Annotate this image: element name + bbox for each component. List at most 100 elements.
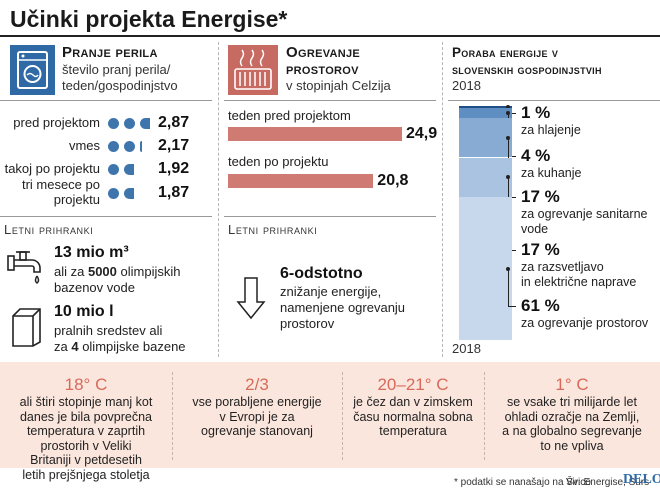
laundry-row-label: takoj po projektu [4,161,100,176]
title-rule [0,35,660,37]
delo-logo: DELO [623,472,660,487]
column-divider-2 [442,42,443,357]
laundry-heading: Pranje perila [62,44,158,61]
heating-savings-divider [224,216,436,217]
energy-category-label: vode [521,222,549,236]
heating-heading-1: Ogrevanje [286,44,361,61]
washing-machine-icon [10,45,55,95]
energy-category-label: za kuhanje [521,166,582,180]
energy-segment [459,117,512,158]
fact-text: vse porabljene energije [192,395,322,409]
fact-text: Britaniji v petdesetih [30,453,142,467]
energy-value-label: 1 % [521,103,551,122]
laundry-dot [124,118,135,129]
energy-value-label: 4 % [521,146,551,165]
footer-note: * podatki se nanašajo na Švico [454,477,591,488]
page-title: Učinki projekta Energise* [10,6,288,32]
facts-divider-1 [172,372,173,460]
heating-bar [228,127,402,141]
heating-bar [228,174,374,188]
detergent-text-1: pralnih sredstev ali [54,323,163,338]
fact-text: se vsake tri milijarde let [507,395,637,409]
energy-category-label: in električne naprave [521,275,637,289]
fact-text: ogrevanje stanovanj [201,424,313,438]
facts-divider-2 [342,372,343,460]
energy-connector-dot [506,175,510,180]
laundry-dot [108,188,119,199]
energy-category-label: za ogrevanje prostorov [521,316,649,330]
heating-value-label: 24,9 [406,125,438,142]
energy-segment [459,197,512,340]
fact-number: 1° C [555,375,589,394]
laundry-dot [108,118,119,129]
fact-number: 18° C [64,375,108,394]
energy-category-label: za hlajenje [521,123,581,137]
laundry-value-label: 1,87 [158,184,190,201]
water-value: 13 mio m³ [54,244,129,261]
fact-text: prostorih v Veliki [40,438,132,453]
energy-category-label: za ogrevanje sanitarne [521,207,648,221]
energy-connector-dot [506,135,510,140]
energy-connector-h [508,156,516,157]
laundry-savings-heading: Letni prihranki [4,222,94,237]
laundry-value-label: 1,92 [158,160,190,177]
laundry-subtitle-2: teden/gospodinjstvo [62,78,178,93]
reduction-text-1: znižanje energije, [280,284,382,299]
laundry-dot [108,141,119,152]
fact-text: letih prejšnjega stoletja [22,467,150,482]
fact-text: v Evropi je za [219,409,295,424]
energy-connector-dot [506,111,510,115]
reduction-value: 6-odstotno [280,265,363,282]
laundry-dot [140,118,150,129]
energy-value-label: 61 % [521,296,560,315]
heating-subtitle: v stopinjah Celzija [286,78,391,93]
energy-year-bottom: 2018 [452,341,481,356]
energy-value-label: 17 % [521,187,560,206]
fact-text: temperatura v zaprtih [26,424,146,438]
heating-divider [224,100,436,101]
heating-savings-heading: Letni prihranki [228,222,318,237]
energy-segment [459,106,512,109]
fact-text: danes je bila povprečna [19,409,153,424]
laundry-dot [124,141,135,152]
laundry-dot [108,164,119,175]
fact-number: 2/3 [245,375,269,394]
facts-divider-3 [484,372,485,460]
laundry-row-label: pred projektom [13,115,100,130]
laundry-row-label: vmes [68,138,100,153]
facts-band [0,362,660,468]
laundry-value-label: 2,17 [158,137,190,154]
laundry-value-label: 2,87 [158,114,190,131]
fact-text: temperatura [379,424,447,438]
detergent-box-icon [10,304,44,348]
detergent-value: 10 mio l [54,303,114,320]
energy-connector-h [508,113,516,114]
water-text-2: bazenov vode [54,280,135,295]
energy-heading-1: Poraba energije v [452,45,559,60]
energy-segment [459,157,512,198]
water-tap-icon [6,246,48,288]
reduction-text-3: prostorov [280,316,335,331]
laundry-divider [0,100,212,101]
energy-year-top: 2018 [452,78,481,93]
energy-connector-h [508,306,516,307]
fact-text: to ne vpliva [540,438,604,453]
laundry-dot [140,141,142,152]
energy-heading-2: slovenskih gospodinjstvih [452,62,602,77]
arrow-down-icon [236,276,266,320]
fact-text: a na globalno segrevanje [502,424,642,438]
laundry-dot [124,164,135,175]
laundry-savings-divider [0,216,212,217]
fact-text: ohladi ozračje na Zemlji, [504,409,640,424]
energy-connector [508,268,509,306]
heating-row-label: teden pred projektom [228,108,351,123]
column-divider-1 [218,42,219,357]
fact-text: času normalna sobna [353,409,473,424]
energy-segment [459,108,512,118]
water-text-1: ali za 5000 olimpijskih [54,264,181,279]
laundry-dot [124,188,134,199]
laundry-row-label: projektu [53,192,100,207]
laundry-row-label: tri mesece po [21,177,100,192]
energy-connector-dot [506,105,510,110]
heating-value-label: 20,8 [377,172,409,189]
